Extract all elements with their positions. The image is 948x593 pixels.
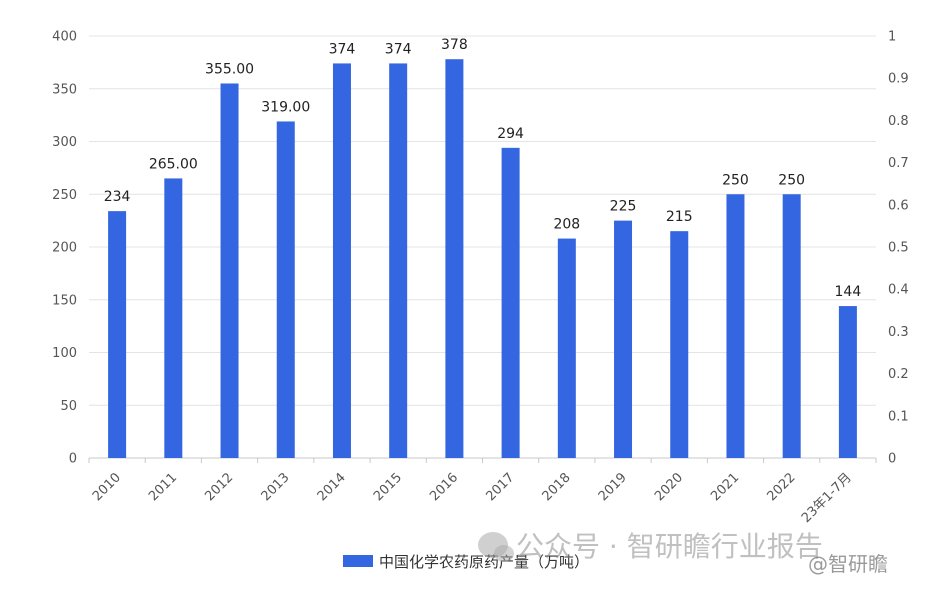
data-label: 144 <box>835 284 862 300</box>
x-tick-label: 23年1-7月 <box>799 470 855 526</box>
x-axis: 2010 2011 2012 2013 2014 2015 2016 2017 2018 2019… <box>90 470 855 526</box>
y-tick-label: 150 <box>52 293 77 308</box>
y2-tick-label: 0.3 <box>888 325 909 340</box>
bar <box>332 63 351 459</box>
y2-tick-label: 0.6 <box>888 198 909 213</box>
watermark-handle: @智研瞻 <box>808 552 888 576</box>
y2-tick-label: 0.9 <box>888 72 909 87</box>
data-label: 225 <box>610 199 637 215</box>
data-label: 250 <box>722 172 749 188</box>
y2-tick-label: 0.7 <box>888 156 909 171</box>
data-label: 215 <box>666 209 693 225</box>
legend: 中国化学农药原药产量（万吨） <box>343 550 589 572</box>
bar <box>782 194 801 458</box>
x-tick-label: 2020 <box>652 470 686 504</box>
y2-tick-label: 0.2 <box>888 367 909 382</box>
x-tick-label: 2010 <box>90 470 124 504</box>
bar <box>108 211 127 458</box>
y-axis-right: 0 0.1 0.2 0.3 0.4 0.5 0.6 0.7 0.8 0.9 1 <box>888 30 909 467</box>
y2-tick-label: 0.5 <box>888 241 909 256</box>
y2-tick-label: 0.8 <box>888 114 909 129</box>
x-tick-label: 2021 <box>708 470 742 504</box>
data-label: 294 <box>497 126 524 142</box>
y-tick-label: 300 <box>52 135 77 150</box>
x-tick-label: 2017 <box>483 470 517 504</box>
bar <box>838 306 857 458</box>
data-labels: 234 265.00 355.00 319.00 374 374 378 294 208 225 2… <box>104 37 862 300</box>
y-tick-label: 400 <box>52 30 77 45</box>
watermark-text: 公众号 · 智研瞻行业报告 <box>516 530 823 563</box>
legend-label: 中国化学农药原药产量（万吨） <box>379 552 590 571</box>
y-tick-label: 100 <box>52 346 77 361</box>
legend-swatch <box>343 555 373 567</box>
x-tick-label: 2014 <box>315 470 349 504</box>
y2-tick-label: 0 <box>888 452 896 467</box>
watermark: 公众号 · 智研瞻行业报告 <box>478 525 823 565</box>
bar <box>670 231 689 458</box>
y-tick-label: 0 <box>69 452 77 467</box>
bar <box>445 59 464 459</box>
data-label: 319.00 <box>261 99 310 115</box>
y-tick-label: 200 <box>52 241 77 256</box>
data-label: 374 <box>329 41 356 57</box>
y2-tick-label: 0.1 <box>888 409 909 424</box>
data-label: 208 <box>553 217 580 233</box>
y2-tick-label: 0.4 <box>888 283 909 298</box>
bar <box>164 178 183 459</box>
x-tick-label: 2012 <box>202 470 236 504</box>
y-tick-label: 50 <box>60 399 77 414</box>
data-label: 355.00 <box>205 61 254 77</box>
y-axis-left: 0 50 100 150 200 250 300 350 400 <box>52 30 77 467</box>
x-tick-label: 2013 <box>259 470 293 504</box>
x-tick-label: 2015 <box>371 470 405 504</box>
data-label: 234 <box>104 189 131 205</box>
bar <box>276 121 295 458</box>
data-label: 378 <box>441 37 468 53</box>
y-tick-label: 350 <box>52 82 77 97</box>
bar-series <box>108 59 857 459</box>
x-tick-label: 2016 <box>427 470 461 504</box>
bar <box>726 194 745 458</box>
x-tick-label: 2019 <box>596 470 630 504</box>
y-tick-label: 250 <box>52 188 77 203</box>
data-label: 265.00 <box>149 156 198 172</box>
bar <box>389 63 408 459</box>
data-label: 250 <box>778 172 805 188</box>
bar <box>614 220 633 458</box>
bar <box>220 83 239 458</box>
data-label: 374 <box>385 41 412 57</box>
x-tick-label: 2022 <box>764 470 798 504</box>
x-tick-label: 2011 <box>146 470 180 504</box>
gridlines <box>88 35 877 463</box>
bar <box>501 147 520 458</box>
wechat-icon <box>478 532 514 562</box>
bar <box>557 238 576 458</box>
x-tick-label: 2018 <box>540 470 574 504</box>
y2-tick-label: 1 <box>888 30 896 45</box>
